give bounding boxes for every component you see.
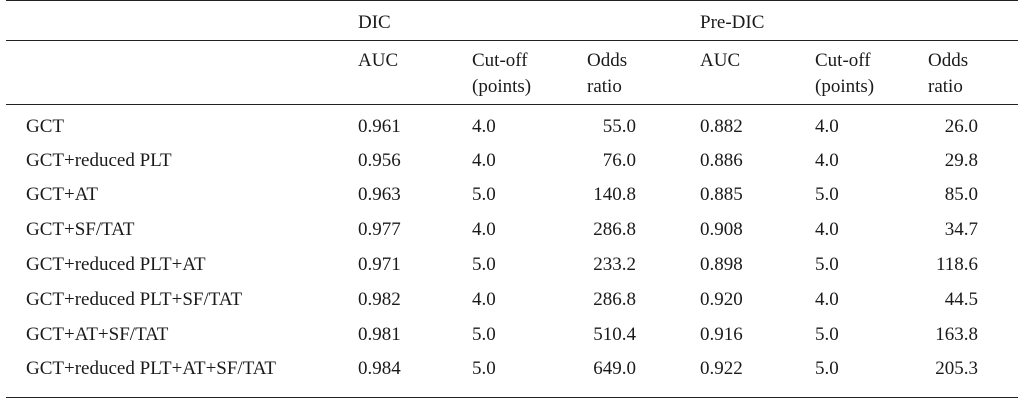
dic-odds-value: 286.8	[593, 289, 636, 310]
header-rule	[6, 104, 1018, 105]
dic-odds-value: 649.0	[593, 358, 636, 379]
col-header-dic-odds: Odds ratio	[587, 50, 628, 97]
pre-dic-cutoff-value: 5.0	[815, 184, 839, 205]
dic-auc-value: 0.956	[358, 150, 401, 171]
col-header-pre-dic-cutoff: Cut-off (points)	[815, 50, 875, 97]
row-label: GCT+AT	[26, 184, 98, 205]
col-header-pre-dic-auc: AUC	[700, 50, 741, 71]
dic-auc-value: 0.977	[358, 219, 401, 240]
pre-dic-auc-value: 0.920	[700, 289, 743, 310]
pre-dic-auc-value: 0.898	[700, 254, 743, 275]
row-label: GCT+reduced PLT	[26, 150, 172, 171]
top-rule	[6, 0, 1018, 1]
dic-cutoff-value: 4.0	[472, 289, 496, 310]
dic-odds-value: 510.4	[593, 324, 636, 345]
dic-auc-value: 0.963	[358, 184, 401, 205]
pre-dic-cutoff-value: 4.0	[815, 150, 839, 171]
col-header-pre-dic-odds: Odds ratio	[928, 50, 969, 97]
group-rule	[6, 40, 1018, 41]
dic-cutoff-value: 4.0	[472, 150, 496, 171]
dic-auc-value: 0.982	[358, 289, 401, 310]
dic-odds-value: 233.2	[593, 254, 636, 275]
pre-dic-auc-value: 0.885	[700, 184, 743, 205]
pre-dic-cutoff-value: 5.0	[815, 358, 839, 379]
bottom-rule	[6, 397, 1018, 398]
row-label: GCT+AT+SF/TAT	[26, 324, 169, 345]
pre-dic-cutoff-value: 4.0	[815, 116, 839, 137]
pre-dic-odds-value: 118.6	[935, 254, 978, 275]
row-label: GCT	[26, 116, 64, 137]
dic-odds-value: 76.0	[602, 150, 636, 171]
pre-dic-cutoff-value: 4.0	[815, 289, 839, 310]
pre-dic-odds-value: 205.3	[935, 358, 978, 379]
pre-dic-auc-value: 0.916	[700, 324, 743, 345]
pre-dic-auc-value: 0.882	[700, 116, 743, 137]
pre-dic-cutoff-value: 5.0	[815, 324, 839, 345]
group-header-dic: DIC	[358, 12, 391, 33]
pre-dic-odds-value: 44.5	[944, 289, 978, 310]
dic-cutoff-value: 5.0	[472, 324, 496, 345]
group-header-pre-dic: Pre-DIC	[700, 12, 765, 33]
dic-cutoff-value: 5.0	[472, 254, 496, 275]
pre-dic-cutoff-value: 4.0	[815, 219, 839, 240]
dic-auc-value: 0.971	[358, 254, 401, 275]
dic-cutoff-value: 5.0	[472, 184, 496, 205]
dic-odds-value: 140.8	[593, 184, 636, 205]
dic-cutoff-value: 4.0	[472, 116, 496, 137]
dic-cutoff-value: 4.0	[472, 219, 496, 240]
pre-dic-odds-value: 34.7	[944, 219, 978, 240]
dic-cutoff-value: 5.0	[472, 358, 496, 379]
row-label: GCT+reduced PLT+AT	[26, 254, 206, 275]
row-label: GCT+reduced PLT+AT+SF/TAT	[26, 358, 276, 379]
pre-dic-auc-value: 0.922	[700, 358, 743, 379]
pre-dic-auc-value: 0.886	[700, 150, 743, 171]
pre-dic-odds-value: 26.0	[944, 116, 978, 137]
dic-odds-value: 55.0	[602, 116, 636, 137]
row-label: GCT+SF/TAT	[26, 219, 135, 240]
pre-dic-auc-value: 0.908	[700, 219, 743, 240]
pre-dic-odds-value: 163.8	[935, 324, 978, 345]
col-header-dic-auc: AUC	[358, 50, 399, 71]
row-label: GCT+reduced PLT+SF/TAT	[26, 289, 243, 310]
dic-auc-value: 0.961	[358, 116, 401, 137]
pre-dic-odds-value: 85.0	[944, 184, 978, 205]
dic-auc-value: 0.981	[358, 324, 401, 345]
dic-odds-value: 286.8	[593, 219, 636, 240]
col-header-dic-cutoff: Cut-off (points)	[472, 50, 532, 97]
pre-dic-cutoff-value: 5.0	[815, 254, 839, 275]
dic-auc-value: 0.984	[358, 358, 401, 379]
pre-dic-odds-value: 29.8	[944, 150, 978, 171]
